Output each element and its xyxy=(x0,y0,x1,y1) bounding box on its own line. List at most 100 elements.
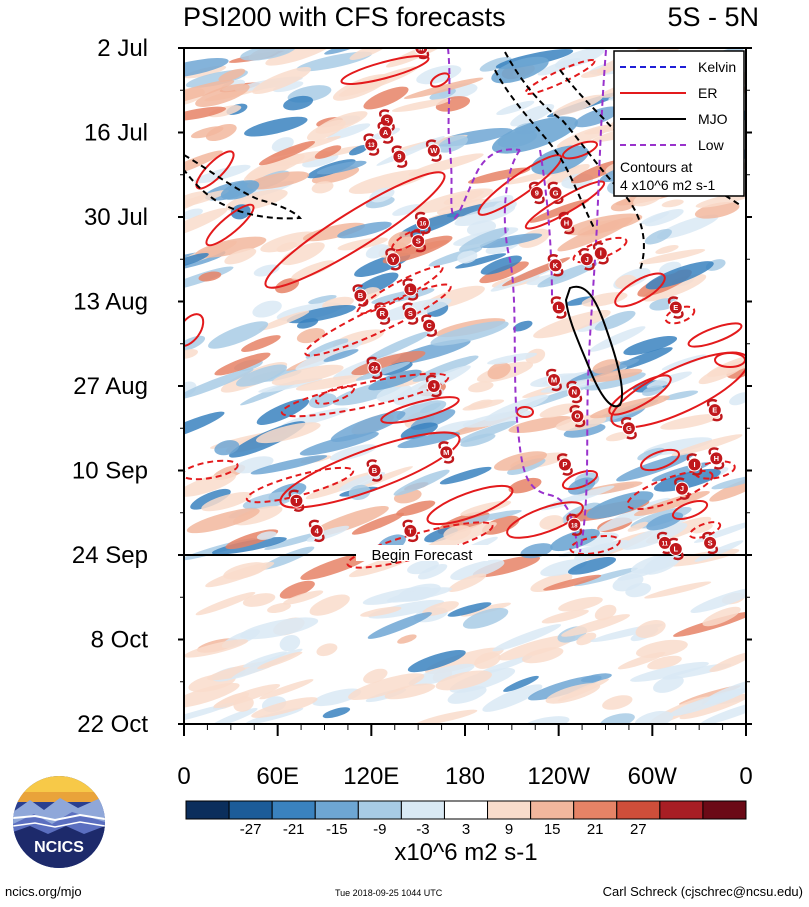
storm-dot xyxy=(364,137,379,152)
er-contour xyxy=(280,372,450,418)
field-patch xyxy=(492,624,562,652)
storm-label: E xyxy=(712,406,717,415)
ncics-logo: NCICS xyxy=(13,776,105,868)
field-patch xyxy=(462,607,509,629)
field-patch xyxy=(302,153,339,168)
storm-swirl xyxy=(547,181,564,204)
field-patch xyxy=(184,473,237,497)
field-patch xyxy=(508,415,574,434)
er-contour xyxy=(340,55,430,85)
storm-label: 24 xyxy=(371,366,378,372)
storm-marker: R xyxy=(374,302,391,325)
storm-label: 16 xyxy=(420,222,427,228)
field-patch xyxy=(205,123,237,142)
storm-label: S xyxy=(416,237,421,246)
storm-label: S xyxy=(384,116,389,125)
field-patch xyxy=(214,352,271,376)
begin-forecast-label-bg xyxy=(356,545,488,561)
field-patch xyxy=(541,609,589,624)
storm-dot xyxy=(386,252,401,267)
field-patch xyxy=(460,602,511,617)
field-patch-strong xyxy=(492,116,578,154)
field-patch xyxy=(316,643,338,657)
colorbar-swatch xyxy=(400,800,445,820)
storm-dot xyxy=(557,457,572,472)
storm-swirl xyxy=(402,278,419,301)
storm-marker: J xyxy=(674,477,690,500)
storm-swirl xyxy=(566,513,583,536)
timestamp: Tue 2018-09-25 1044 UTC xyxy=(335,888,443,898)
field-patch xyxy=(646,371,692,389)
field-patch-strong xyxy=(368,369,422,391)
chart-title: PSI200 with CFS forecasts xyxy=(183,2,506,32)
storm-dot xyxy=(392,149,407,164)
field-patch xyxy=(581,292,628,307)
storm-label: T xyxy=(408,526,413,535)
field-patch xyxy=(633,490,710,517)
storm-marker: S xyxy=(402,302,419,325)
storm-dot xyxy=(668,542,683,556)
storm-label: T xyxy=(294,496,299,505)
field-patch xyxy=(627,521,648,532)
field-patch xyxy=(323,349,359,362)
field-patch xyxy=(480,255,522,275)
storm-swirl xyxy=(557,453,573,476)
storm-swirl xyxy=(547,254,564,277)
field-patch xyxy=(184,79,235,106)
field-patch xyxy=(251,697,318,718)
field-patch xyxy=(256,422,321,444)
field-patch xyxy=(241,335,281,353)
storm-swirl xyxy=(402,302,419,325)
field-patch xyxy=(623,336,678,356)
field-patch xyxy=(272,81,304,93)
field-patch xyxy=(397,431,460,449)
er-contour xyxy=(608,374,672,416)
storm-dot xyxy=(668,300,683,315)
colorbar-swatch xyxy=(228,800,273,820)
field-patch xyxy=(195,236,267,258)
field-patch xyxy=(561,614,631,637)
field-patch xyxy=(447,685,487,704)
y-tick-label: 10 Sep xyxy=(72,458,148,485)
storm-label: H xyxy=(564,219,569,228)
field-patch xyxy=(386,587,452,603)
field-patch xyxy=(371,288,435,305)
colorbar-swatch xyxy=(659,800,704,820)
website-link[interactable]: ncics.org/mjo xyxy=(5,884,82,899)
er-contour xyxy=(391,228,425,252)
field-patch xyxy=(198,271,222,282)
storm-label: Y xyxy=(391,255,396,264)
er-contour xyxy=(245,466,355,504)
field-patch xyxy=(218,68,246,82)
field-patch xyxy=(184,208,203,220)
field-patch xyxy=(184,702,234,724)
field-patch xyxy=(663,390,699,401)
er-contour xyxy=(506,501,584,539)
x-tick-label: 120W xyxy=(527,763,590,790)
field-patch xyxy=(415,709,478,724)
colorbar-tick-label: 21 xyxy=(587,821,604,838)
field-patch xyxy=(503,675,539,692)
field-patch xyxy=(349,48,390,61)
field-patch xyxy=(510,104,555,127)
field-patch xyxy=(396,400,447,421)
storm-swirl xyxy=(667,296,684,319)
er-contour xyxy=(671,499,709,521)
field-patch xyxy=(300,552,372,581)
storm-marker: 16 xyxy=(414,211,431,235)
field-patch xyxy=(447,602,492,617)
x-tick-label: 0 xyxy=(739,763,752,790)
field-patch xyxy=(256,398,310,425)
storm-dot xyxy=(687,457,702,472)
field-patch xyxy=(392,204,422,216)
mjo-contour xyxy=(184,154,303,220)
storm-label: H xyxy=(714,454,719,463)
field-patch xyxy=(311,166,360,184)
field-patch xyxy=(660,414,720,430)
field-patch xyxy=(384,683,436,700)
field-patch xyxy=(567,556,617,575)
field-patch xyxy=(459,227,510,252)
storm-marker: P xyxy=(557,453,573,476)
er-contour xyxy=(687,322,743,348)
